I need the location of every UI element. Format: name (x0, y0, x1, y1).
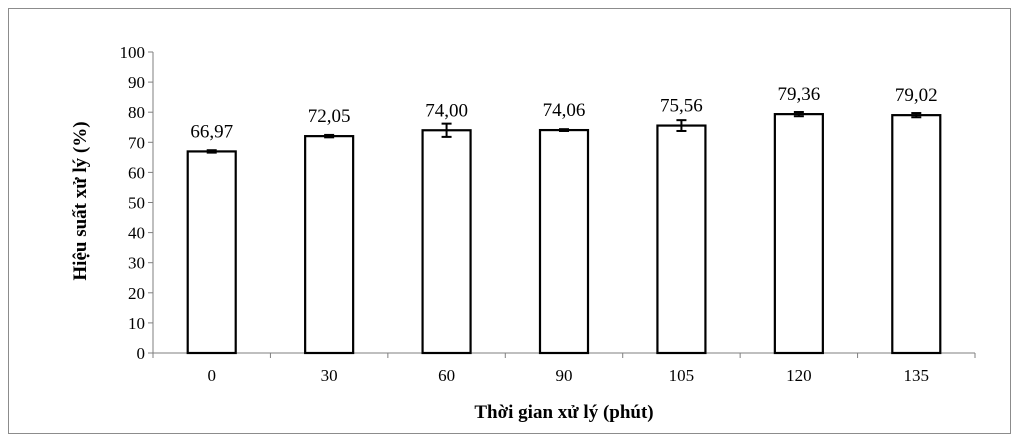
bar (538, 128, 590, 355)
data-label: 79,36 (777, 84, 820, 105)
y-tick-label: 50 (128, 194, 145, 213)
y-tick-label: 90 (128, 73, 145, 92)
x-tick-label: 90 (556, 366, 573, 385)
x-tick-label: 135 (904, 366, 930, 385)
x-tick-label: 30 (321, 366, 338, 385)
bar (186, 150, 237, 355)
data-label: 74,00 (425, 100, 468, 121)
data-label: 75,56 (660, 96, 703, 117)
y-tick-label: 80 (128, 103, 145, 122)
data-label: 66,97 (190, 121, 233, 142)
y-tick-label: 100 (120, 43, 146, 62)
data-label: 79,02 (895, 85, 938, 106)
y-tick-label: 10 (128, 314, 145, 333)
x-tick-label: 120 (786, 366, 812, 385)
y-tick-label: 40 (128, 224, 145, 243)
y-tick-label: 20 (128, 284, 145, 303)
x-axis-title: Thời gian xử lý (phút) (474, 402, 653, 423)
y-axis-title: Hiệu suất xử lý (%) (70, 121, 91, 280)
x-axis: 0 30 60 90 105 120 135 (152, 352, 976, 385)
y-tick-label: 30 (128, 254, 145, 273)
y-tick-label: 0 (137, 344, 146, 363)
bar (656, 124, 707, 355)
bar (891, 114, 942, 355)
x-tick-label: 60 (438, 366, 455, 385)
bar (773, 113, 824, 355)
x-tick-label: 0 (207, 366, 216, 385)
bars: 66,97 72,05 74,00 74,06 75,56 79,36 79,02 (186, 84, 942, 355)
chart-frame (8, 8, 1011, 434)
y-tick-label: 60 (128, 163, 145, 182)
data-label: 74,06 (543, 100, 586, 121)
bar (304, 135, 355, 355)
x-tick-label: 105 (669, 366, 695, 385)
data-label: 72,05 (308, 106, 351, 127)
y-axis: 0 10 20 30 40 50 60 70 80 90 100 (120, 43, 154, 363)
y-tick-label: 70 (128, 133, 145, 152)
bar (421, 129, 472, 355)
